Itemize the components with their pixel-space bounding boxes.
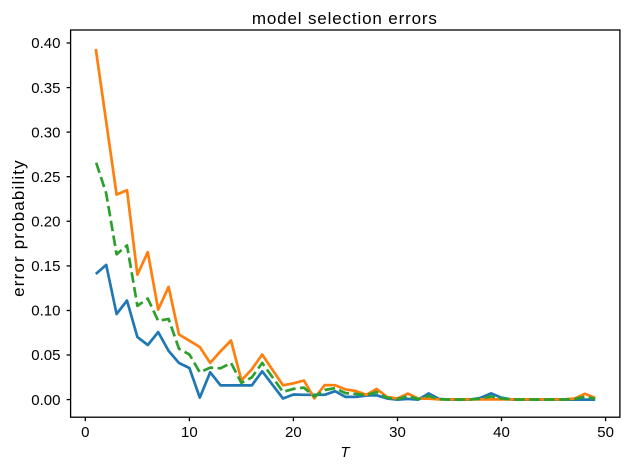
svg-text:20: 20 <box>285 424 302 441</box>
svg-text:0.30: 0.30 <box>31 124 60 141</box>
svg-text:30: 30 <box>389 424 406 441</box>
svg-text:50: 50 <box>597 424 614 441</box>
svg-text:0.00: 0.00 <box>31 392 60 409</box>
svg-text:T: T <box>340 444 351 461</box>
svg-text:0.05: 0.05 <box>31 347 60 364</box>
svg-text:40: 40 <box>493 424 510 441</box>
svg-text:0.35: 0.35 <box>31 80 60 97</box>
svg-text:0.40: 0.40 <box>31 35 60 52</box>
svg-text:0.25: 0.25 <box>31 169 60 186</box>
svg-text:0.15: 0.15 <box>31 258 60 275</box>
svg-text:model selection errors: model selection errors <box>252 9 438 28</box>
svg-text:0: 0 <box>81 424 89 441</box>
svg-text:error probability: error probability <box>9 159 28 297</box>
svg-text:10: 10 <box>181 424 198 441</box>
svg-text:0.20: 0.20 <box>31 214 60 231</box>
svg-text:0.10: 0.10 <box>31 303 60 320</box>
